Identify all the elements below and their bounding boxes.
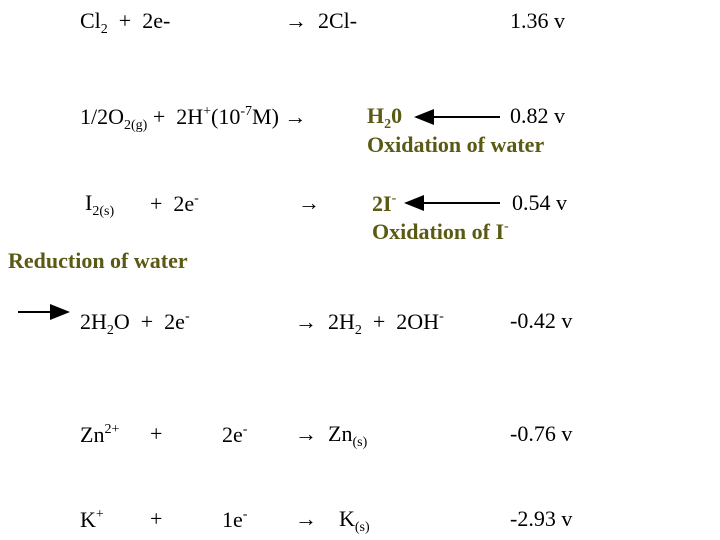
label: Reduction of water — [8, 248, 188, 273]
text-part: → K — [295, 506, 355, 531]
plus: + — [150, 506, 163, 531]
text-part: + 2OH — [361, 309, 440, 334]
text-part: → 2H — [295, 309, 355, 334]
text-part: - — [242, 507, 248, 522]
text-part: 2 — [106, 323, 114, 338]
text-part: - — [194, 191, 199, 206]
text-part: 2 — [100, 22, 108, 37]
text-part: 2I — [372, 191, 392, 216]
text-part: + — [203, 104, 212, 119]
text-part: I — [85, 190, 93, 215]
text-part: + 2e- — [107, 8, 171, 33]
text-part: → Zn — [295, 421, 353, 446]
text-part: K — [80, 507, 96, 532]
electrons: + 2e- — [150, 192, 199, 215]
reactant: Zn2+ — [80, 423, 119, 446]
text-part: 2 — [384, 117, 392, 132]
electrons: 2e- — [222, 423, 247, 446]
text-part: H — [367, 103, 385, 128]
text-part: - — [439, 309, 444, 324]
potential: -0.76 v — [510, 421, 573, 446]
potential: -2.93 v — [510, 506, 573, 531]
product: H20 — [367, 105, 402, 132]
text-part: (10 — [211, 104, 241, 129]
text-part: + 2H — [147, 104, 204, 129]
note: Oxidation of water — [367, 132, 545, 157]
potential: 0.82 v — [510, 103, 565, 128]
text-part: 2e — [222, 422, 243, 447]
text-part: 2(g) — [124, 118, 148, 133]
text-part: 2 — [354, 323, 362, 338]
text-part: Cl — [80, 8, 101, 33]
reactant: K+ — [80, 508, 104, 531]
reactant: I2(s) — [85, 192, 114, 219]
text-part: 2(s) — [92, 204, 115, 219]
text-part: -7 — [240, 104, 253, 119]
reactant: 1/2O2(g) + 2H+(10-7M) → — [80, 105, 306, 133]
text-part: 2H — [80, 309, 107, 334]
text-part: - — [184, 309, 190, 324]
text-part: 0 — [391, 103, 403, 128]
text-part: O + 2e — [113, 309, 185, 334]
potential: 0.54 v — [512, 190, 567, 215]
text-part: 2+ — [104, 422, 120, 437]
text-part: + — [95, 507, 104, 522]
reactant: Cl2 + 2e- — [80, 10, 170, 37]
text-part: - — [391, 191, 397, 206]
note: Oxidation of I- — [372, 220, 509, 243]
electrons: 1e- — [222, 508, 247, 531]
product: → K(s) — [295, 508, 370, 535]
text-part: 1e — [222, 507, 243, 532]
product: → Zn(s) — [295, 423, 367, 450]
text-part: M) → — [252, 104, 307, 129]
text-part: (s) — [354, 520, 370, 535]
product: → 2Cl- — [285, 8, 358, 33]
reactant: 2H2O + 2e- — [80, 310, 190, 338]
plus: + — [150, 421, 163, 446]
text-part: Zn — [80, 422, 105, 447]
product: 2I- — [372, 192, 396, 215]
potential: 1.36 v — [510, 8, 565, 33]
text-part: + 2e — [150, 191, 195, 216]
arrow-symbol: → — [298, 190, 320, 215]
text-part: Oxidation of I — [372, 219, 505, 244]
text-part: - — [242, 422, 248, 437]
text-part: 1/2O — [80, 104, 124, 129]
text-part: - — [504, 219, 509, 234]
text-part: (s) — [352, 435, 368, 450]
potential: -0.42 v — [510, 308, 573, 333]
product: → 2H2 + 2OH- — [295, 310, 444, 338]
